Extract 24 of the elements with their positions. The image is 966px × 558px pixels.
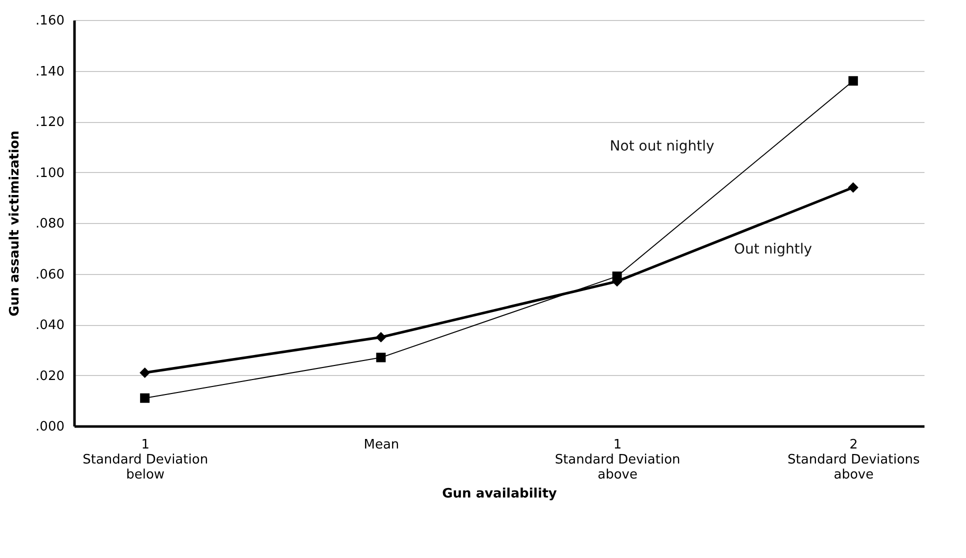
y-tick-label: .020 <box>36 368 64 384</box>
x-tick-label: 2 Standard Deviations above <box>788 438 920 482</box>
x-tick-label: 1 Standard Deviation above <box>554 438 680 482</box>
y-tick-label: .060 <box>36 267 64 282</box>
point <box>848 182 858 193</box>
x-tick-label: 1 Standard Deviation below <box>82 438 208 482</box>
series-label: Out nightly <box>734 241 812 258</box>
y-tick-label: .000 <box>36 420 64 434</box>
y-axis-title: Gun assault victimization <box>8 130 23 316</box>
y-tick-label: .080 <box>36 216 64 232</box>
y-tick-label: .140 <box>36 64 64 80</box>
y-tick-label: .040 <box>36 318 64 333</box>
y-tick-label: .160 <box>36 14 64 28</box>
x-tick-label: Mean <box>364 438 400 452</box>
text: Not out nightly <box>610 138 714 154</box>
point <box>140 367 150 378</box>
point <box>140 393 150 403</box>
point <box>376 352 386 362</box>
x-axis-title: Gun availability <box>442 486 558 502</box>
point <box>376 332 386 342</box>
y-tick-label: .100 <box>36 166 64 181</box>
point <box>848 76 858 86</box>
point <box>612 272 622 282</box>
y-tick-label: .120 <box>36 115 64 130</box>
